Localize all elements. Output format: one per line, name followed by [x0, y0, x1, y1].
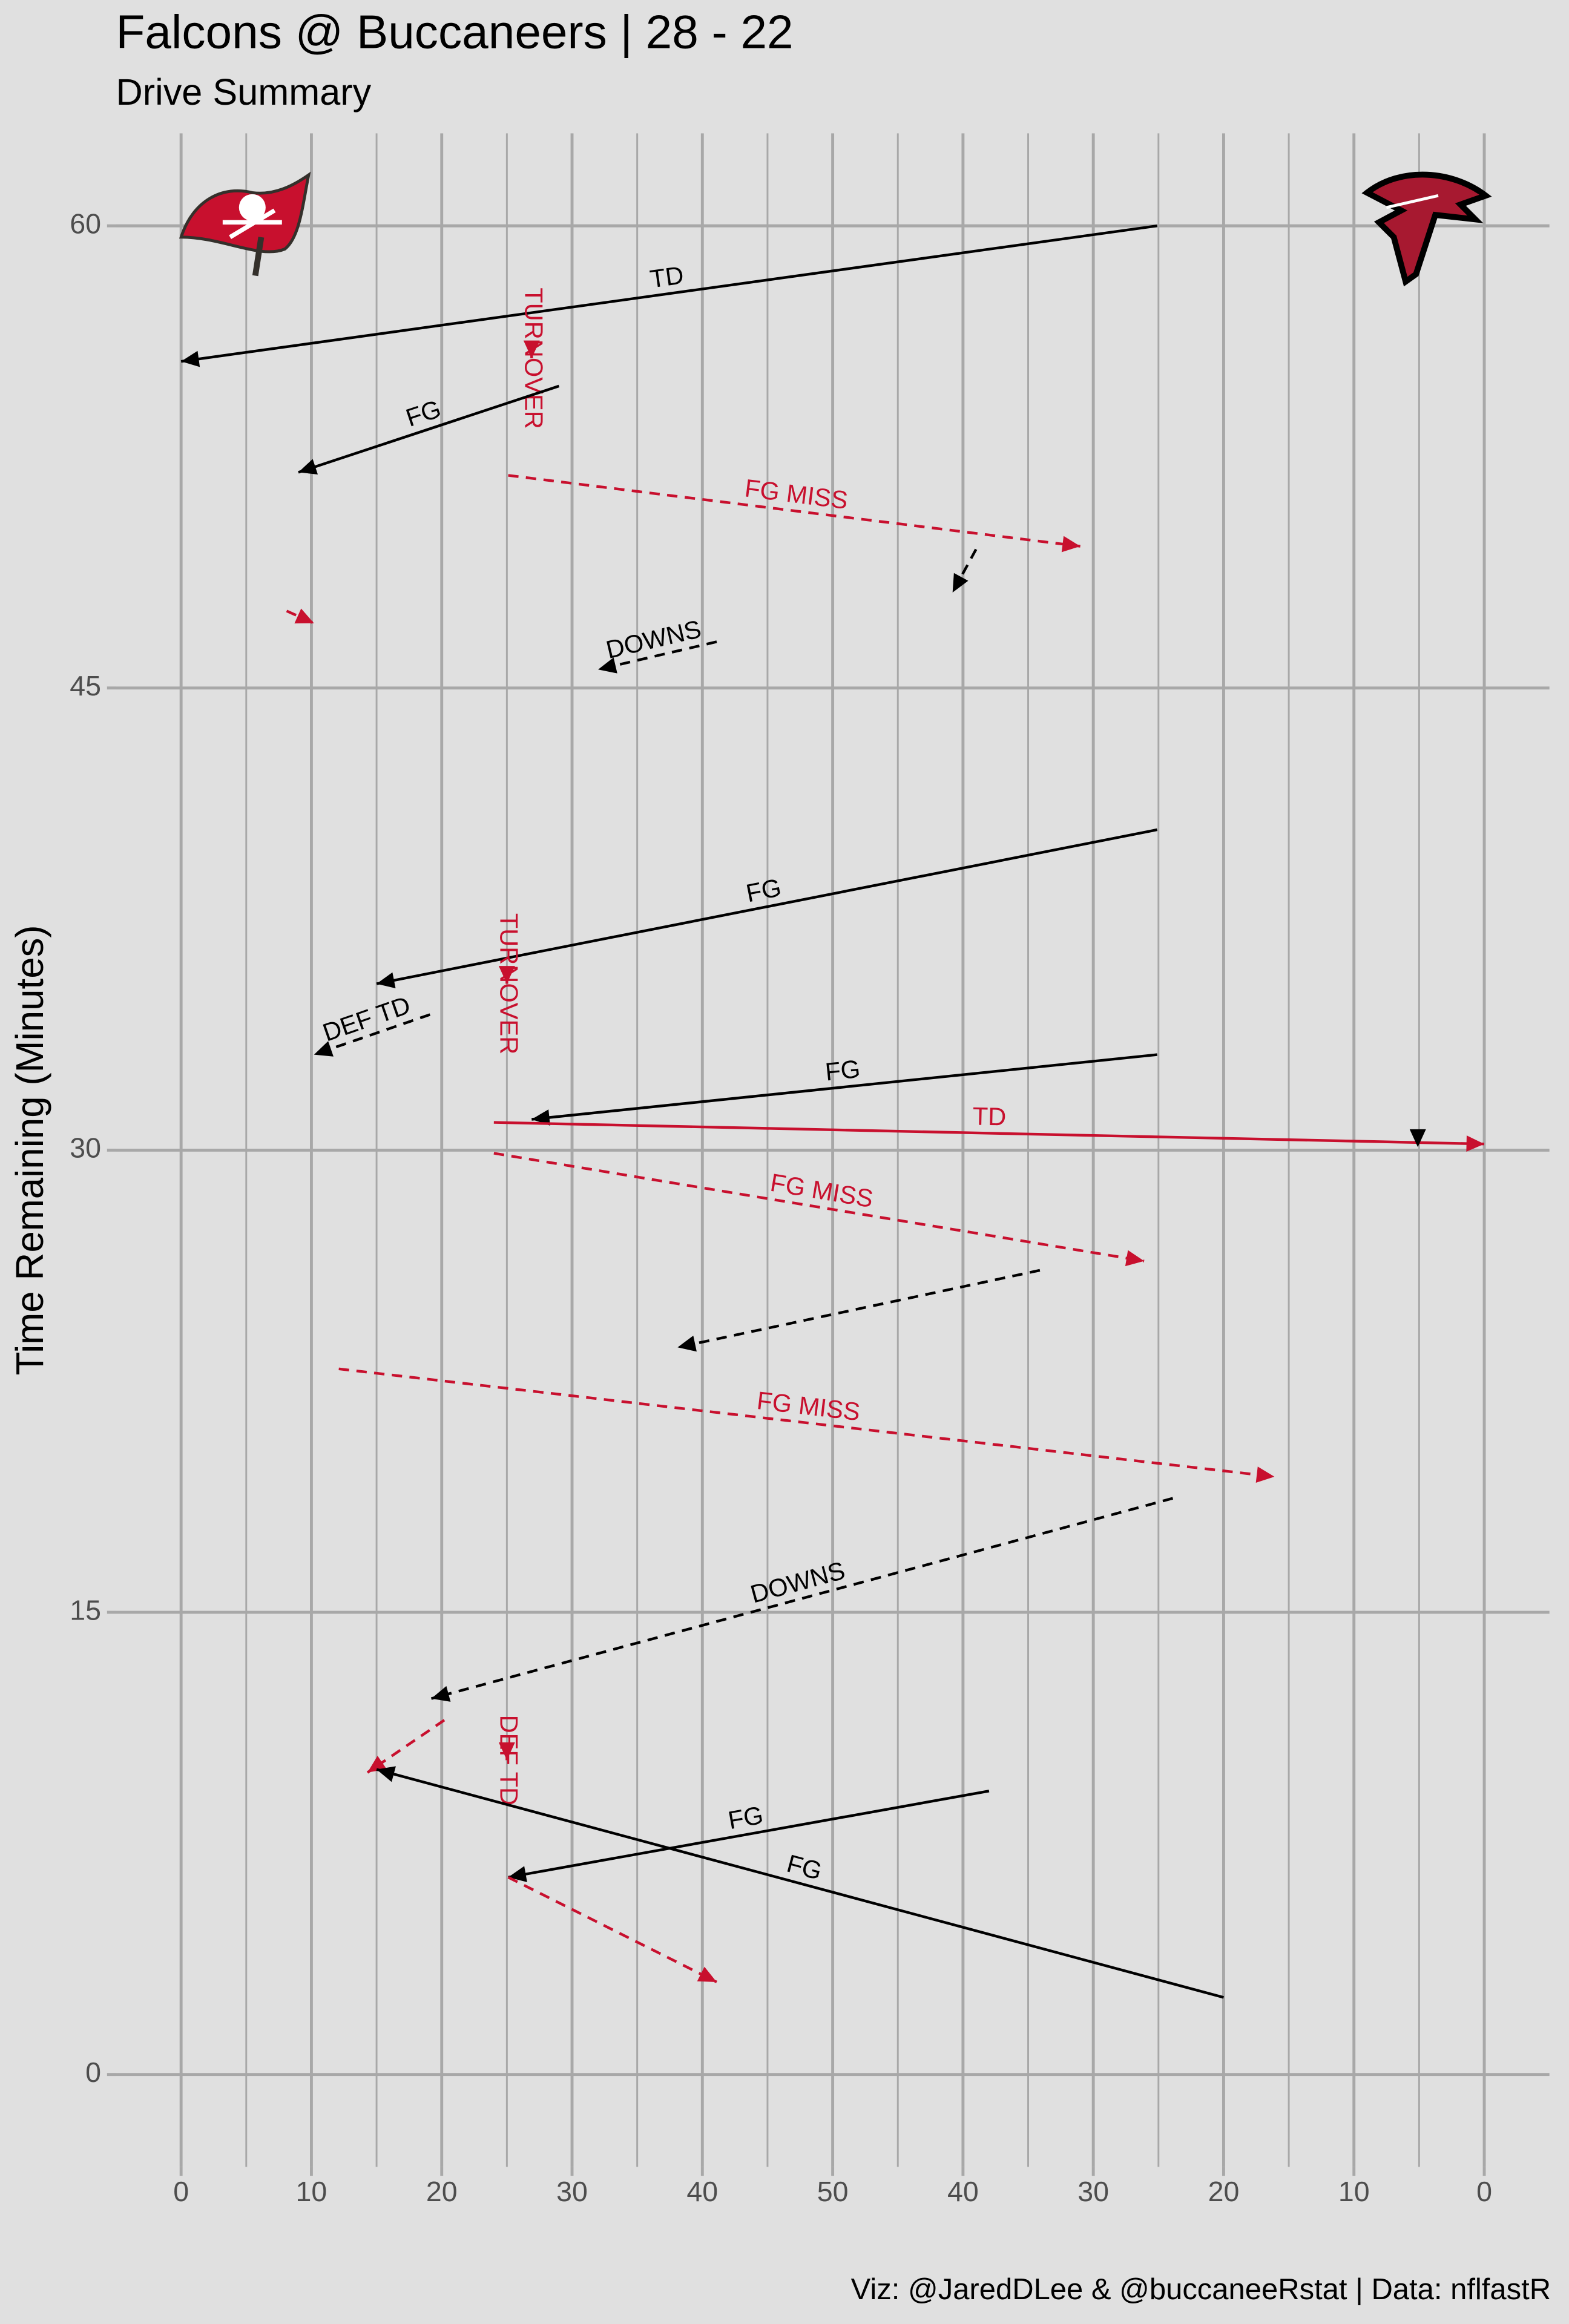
x-tick-label: 50 [817, 2176, 849, 2207]
drive [286, 608, 315, 625]
drive-arrowhead [1125, 1250, 1145, 1267]
drive: FG MISS [508, 473, 1081, 553]
drive-arrowhead [697, 1966, 717, 1982]
drive-line [508, 474, 1081, 548]
drive-label: TD [972, 1101, 1007, 1131]
y-tick-label: 45 [70, 670, 101, 701]
drive: TURNOVER [519, 287, 548, 429]
drive-line [677, 1269, 1041, 1349]
drive-arrowhead [314, 1041, 334, 1057]
drive-line [338, 1367, 1275, 1479]
drive-line [531, 1053, 1157, 1121]
drive-arrowhead [1061, 536, 1081, 553]
drive-line [493, 1152, 1145, 1262]
drive-arrowhead [598, 657, 617, 674]
x-tick-label: 10 [296, 2176, 327, 2207]
drive-line [314, 1013, 431, 1056]
drive-label: FG [824, 1054, 861, 1086]
drive-label: FG [744, 873, 784, 907]
x-tick-label: 10 [1338, 2176, 1370, 2207]
drive [1409, 1129, 1426, 1147]
drive-arrowhead [952, 573, 969, 592]
drive-arrowhead [498, 966, 515, 984]
drive-line [507, 1876, 717, 1983]
x-tick-label: 20 [1208, 2176, 1240, 2207]
x-tick-label: 0 [1476, 2176, 1492, 2207]
drive-arrowhead [1409, 1129, 1426, 1147]
x-tick-label: 30 [1077, 2176, 1109, 2207]
drive [366, 1719, 446, 1774]
drive: FG [376, 828, 1158, 989]
drive-arrowhead [677, 1335, 697, 1352]
drive-arrowhead [531, 1109, 550, 1126]
drive-label: TURNOVER [519, 287, 548, 429]
chart-title: Falcons @ Buccaneers | 28 - 22 [116, 5, 794, 58]
drive-label: DEF TD [495, 1715, 523, 1806]
drive-arrowhead [377, 972, 396, 989]
y-axis-title: Time Remaining (Minutes) [8, 925, 51, 1375]
drive-line [376, 828, 1158, 985]
drive-arrowhead [508, 1866, 527, 1882]
falcons-logo [1361, 171, 1492, 287]
drive [677, 1269, 1041, 1352]
drive-line [376, 1768, 1225, 1999]
drive-label: FG [726, 1800, 765, 1834]
drive-line [180, 224, 1157, 363]
drive: DEF TD [495, 1715, 523, 1806]
drive-line [430, 1497, 1174, 1700]
drive: FG [531, 1053, 1157, 1126]
y-tick-label: 60 [70, 208, 101, 239]
drive-arrowhead [298, 459, 318, 474]
drive [951, 548, 978, 594]
drive-line [508, 1790, 990, 1879]
x-tick-label: 40 [686, 2176, 718, 2207]
drive-line [597, 640, 717, 671]
drive-arrowhead [498, 1742, 515, 1761]
drive-arrowhead [377, 1766, 396, 1782]
drive-label: TURNOVER [495, 913, 523, 1055]
drive-arrowhead [523, 340, 540, 359]
drive-arrowhead [181, 350, 200, 367]
drive-line [493, 1121, 1485, 1146]
x-tick-label: 40 [947, 2176, 979, 2207]
caption: Viz: @JaredDLee & @buccaneeRstat | Data:… [851, 2273, 1551, 2306]
drive-arrowhead [1255, 1466, 1275, 1483]
y-tick-label: 30 [70, 1132, 101, 1164]
drive: FG [508, 1790, 990, 1882]
grid [107, 133, 1550, 2176]
drive: TURNOVER [495, 913, 523, 1055]
x-tick-label: 20 [426, 2176, 458, 2207]
x-tick-label: 0 [173, 2176, 189, 2207]
buccaneers-logo [179, 171, 311, 277]
y-tick-label: 15 [70, 1594, 101, 1626]
y-tick-label: 0 [85, 2056, 101, 2088]
drive [507, 1876, 717, 1983]
drive-arrowhead [431, 1686, 451, 1702]
drive-line [298, 384, 560, 474]
x-tick-label: 30 [556, 2176, 588, 2207]
drive-label: TD [648, 260, 685, 293]
drive: TD [493, 1101, 1485, 1152]
drive-arrowhead [1466, 1135, 1485, 1152]
drive-arrowhead [367, 1756, 387, 1773]
drive: TD [180, 224, 1157, 367]
chart-subtitle: Drive Summary [116, 71, 372, 113]
drive-arrowhead [294, 608, 314, 624]
